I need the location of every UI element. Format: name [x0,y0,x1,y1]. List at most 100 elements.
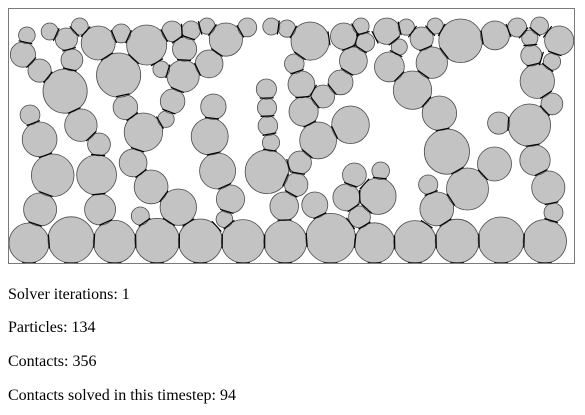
contact-marker [361,203,373,214]
contact-marker [480,30,484,45]
contact-marker [303,120,317,128]
particle [371,161,390,181]
contact-marker [284,189,298,198]
particle [261,133,280,152]
contact-marker [217,182,232,190]
contact-marker [43,71,53,84]
contact-marker [327,31,331,46]
particle [354,222,395,263]
contact-marker [539,90,553,100]
particle [290,21,330,61]
particle [80,25,116,61]
particle [208,22,243,57]
contact-marker [276,20,280,35]
contact-marker [541,62,554,73]
contact-marker [138,217,151,227]
contacts-value: 356 [72,353,97,370]
contact-marker [424,25,436,37]
particle [284,53,305,75]
particle [530,16,549,36]
contact-marker [542,25,553,38]
contact-marker [223,219,235,230]
contact-marker [162,217,176,227]
contact-marker [52,27,60,42]
contact-marker [80,26,91,38]
contact-marker [477,169,489,181]
contacts-stat: Contacts: 356 [8,353,96,371]
particle [76,154,117,196]
contact-marker [419,44,433,52]
contact-marker [358,221,371,230]
contact-marker [262,132,277,136]
contact-marker [100,52,114,61]
contact-marker [126,112,139,122]
particle [118,148,148,178]
contact-marker [62,67,77,72]
particle [64,108,98,142]
particles-label: Particles: [8,319,68,336]
particles-value: 134 [71,319,96,336]
contact-marker [529,26,541,37]
contacts-label: Contacts: [8,353,69,370]
particle [426,17,444,35]
particle-field [9,16,574,263]
particle [438,18,483,63]
contact-marker [289,25,298,39]
particle [477,216,525,263]
contact-marker [331,125,339,139]
simulation-canvas[interactable] [8,8,575,264]
contact-marker [128,53,140,65]
particle [159,88,186,115]
contact-marker [28,221,43,227]
particle [419,191,455,227]
particle [244,149,290,194]
contact-marker [505,23,512,38]
contact-marker [355,30,370,36]
contact-marker [305,232,308,247]
contact-marker [197,20,203,35]
particle [87,132,111,157]
particle [522,219,567,263]
contact-marker [47,234,51,249]
contact-marker [125,30,132,44]
particle [255,78,277,100]
contact-marker [525,143,540,147]
contact-marker [327,83,337,96]
contact-marker [439,218,452,227]
contact-marker [171,34,184,44]
particle [434,218,480,263]
contacts-solved-value: 94 [219,387,236,404]
particle [373,17,401,45]
particle [256,97,277,118]
particle [133,169,169,205]
particle [23,192,58,227]
solver-iterations-label: Solver iterations: [8,286,118,303]
contact-marker [115,93,130,98]
contact-marker [181,34,196,41]
contact-marker [526,62,541,67]
contact-marker [162,108,176,115]
particle [111,23,131,44]
contact-marker [182,218,195,227]
contact-marker [91,192,106,196]
particle [543,52,562,71]
contact-marker [309,84,318,98]
contact-marker [343,181,358,188]
contact-marker [397,21,402,36]
particle [215,184,245,214]
contact-marker [424,190,438,196]
contact-marker [67,107,81,114]
contact-marker [451,166,464,175]
particle [392,70,433,110]
contact-marker [439,47,449,60]
contact-marker [286,158,292,173]
contact-marker [260,115,275,117]
contact-marker [291,171,306,175]
contact-marker [310,96,320,109]
contact-marker [351,23,360,36]
contacts-solved-label: Contacts solved in this timestep: [8,387,216,404]
particle [277,19,296,38]
contact-marker [359,178,370,190]
contact-marker [420,219,433,229]
contact-marker [62,47,77,52]
